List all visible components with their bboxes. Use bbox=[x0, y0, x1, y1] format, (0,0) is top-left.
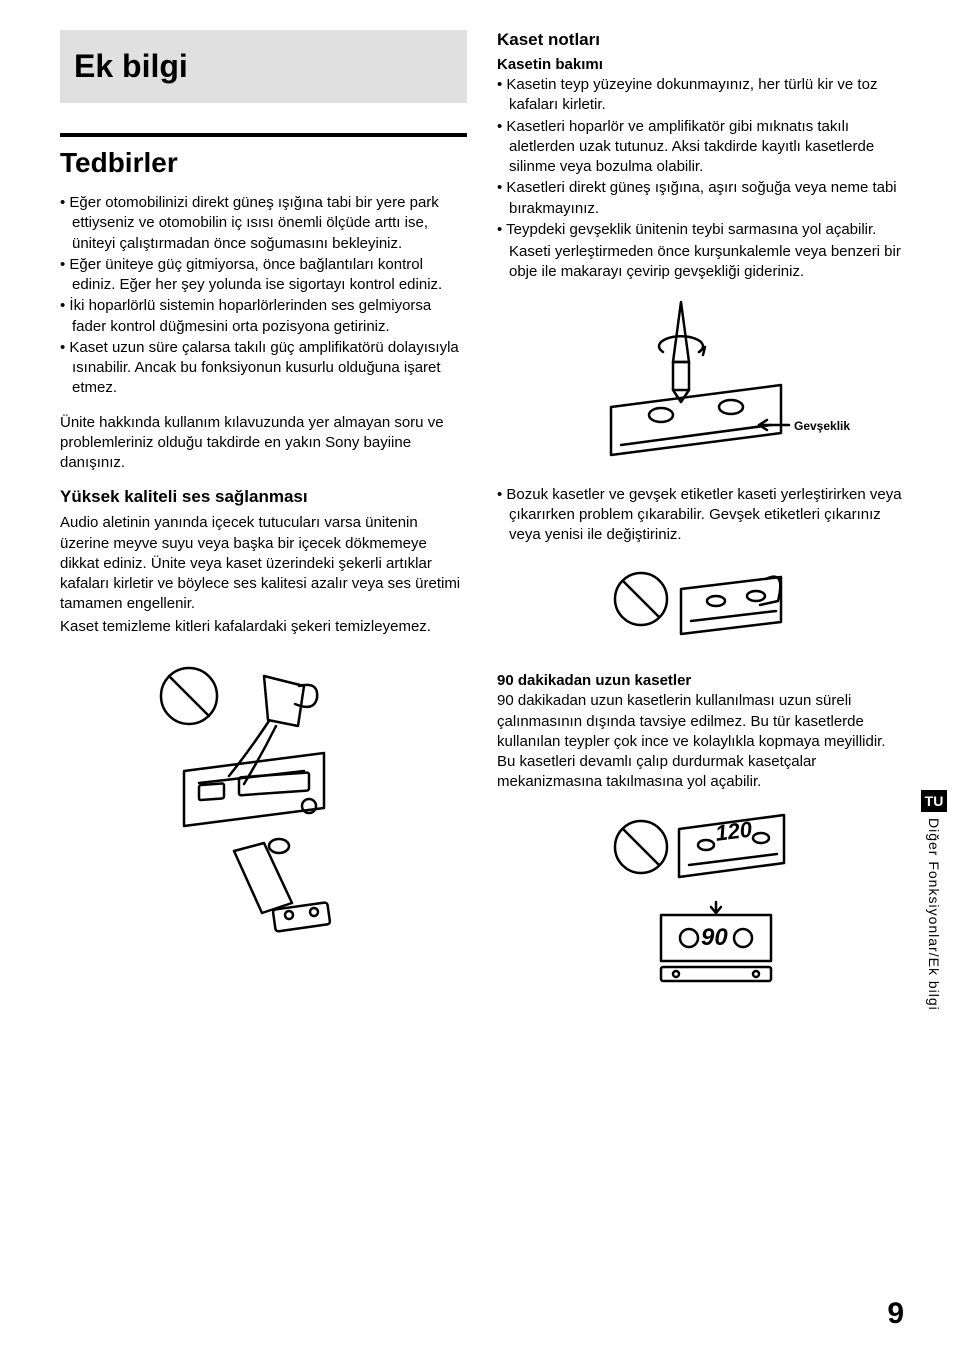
list-item: Teypdeki gevşeklik ünitenin teybi sarmas… bbox=[497, 220, 904, 240]
list-item: Kasetin teyp yüzeyine dokunmayınız, her … bbox=[497, 75, 904, 116]
body-paragraph: Audio aletinin yanında içecek tutucuları… bbox=[60, 513, 467, 614]
side-tab: TU Diğer Fonksiyonlar/Ek bilgi bbox=[914, 790, 954, 1016]
illustration-pencil-wind: Gevşeklik bbox=[551, 297, 851, 467]
chapter-heading-box: Ek bilgi bbox=[60, 30, 467, 103]
body-paragraph: Ünite hakkında kullanım kılavuzunda yer … bbox=[60, 413, 467, 474]
page-number: 9 bbox=[887, 1297, 904, 1331]
body-paragraph: Kaset temizleme kitleri kafalardaki şeke… bbox=[60, 617, 467, 637]
cassette-care-list: Kasetin teyp yüzeyine dokunmayınız, her … bbox=[497, 75, 904, 240]
list-item: Kasetleri direkt güneş ışığına, aşırı so… bbox=[497, 178, 904, 219]
chapter-title: Ek bilgi bbox=[74, 48, 453, 85]
list-item: Kaset uzun süre çalarsa takılı güç ampli… bbox=[60, 338, 467, 399]
callout-slack: Gevşeklik bbox=[794, 419, 850, 433]
section-title: Tedbirler bbox=[60, 147, 467, 179]
list-item: İki hoparlörlü sistemin hoparlörlerinden… bbox=[60, 296, 467, 337]
list-item: Eğer otomobilinizi direkt güneş ışığına … bbox=[60, 193, 467, 254]
section-rule bbox=[60, 133, 467, 137]
list-item: Eğer üniteye güç gitmiyorsa, önce bağlan… bbox=[60, 255, 467, 296]
illustration-tape-length: 120 90 bbox=[601, 807, 801, 1007]
svg-text:90: 90 bbox=[701, 924, 728, 951]
right-column: Kaset notları Kasetin bakımı Kasetin tey… bbox=[497, 30, 904, 1025]
illustration-no-drink bbox=[144, 651, 384, 941]
precautions-list: Eğer otomobilinizi direkt güneş ışığına … bbox=[60, 193, 467, 399]
damaged-cassette-list: Bozuk kasetler ve gevşek etiketler kaset… bbox=[497, 485, 904, 546]
illustration-loose-label bbox=[601, 559, 801, 654]
body-paragraph: Kaseti yerleştirmeden önce kurşunkalemle… bbox=[497, 242, 904, 283]
subsubheading-90min: 90 dakikadan uzun kasetler bbox=[497, 672, 904, 689]
list-item: Bozuk kasetler ve gevşek etiketler kaset… bbox=[497, 485, 904, 546]
subsubheading-cassette-care: Kasetin bakımı bbox=[497, 56, 904, 73]
body-paragraph: 90 dakikadan uzun kasetlerin kullanılmas… bbox=[497, 691, 904, 792]
subheading-sound-quality: Yüksek kaliteli ses sağlanması bbox=[60, 487, 467, 507]
list-item: Kasetleri hoparlör ve amplifikatör gibi … bbox=[497, 117, 904, 178]
svg-text:120: 120 bbox=[713, 816, 753, 845]
left-column: Ek bilgi Tedbirler Eğer otomobilinizi di… bbox=[60, 30, 467, 1025]
subheading-cassette-notes: Kaset notları bbox=[497, 30, 904, 50]
language-badge: TU bbox=[921, 790, 948, 812]
section-path-vertical: Diğer Fonksiyonlar/Ek bilgi bbox=[926, 818, 942, 1011]
